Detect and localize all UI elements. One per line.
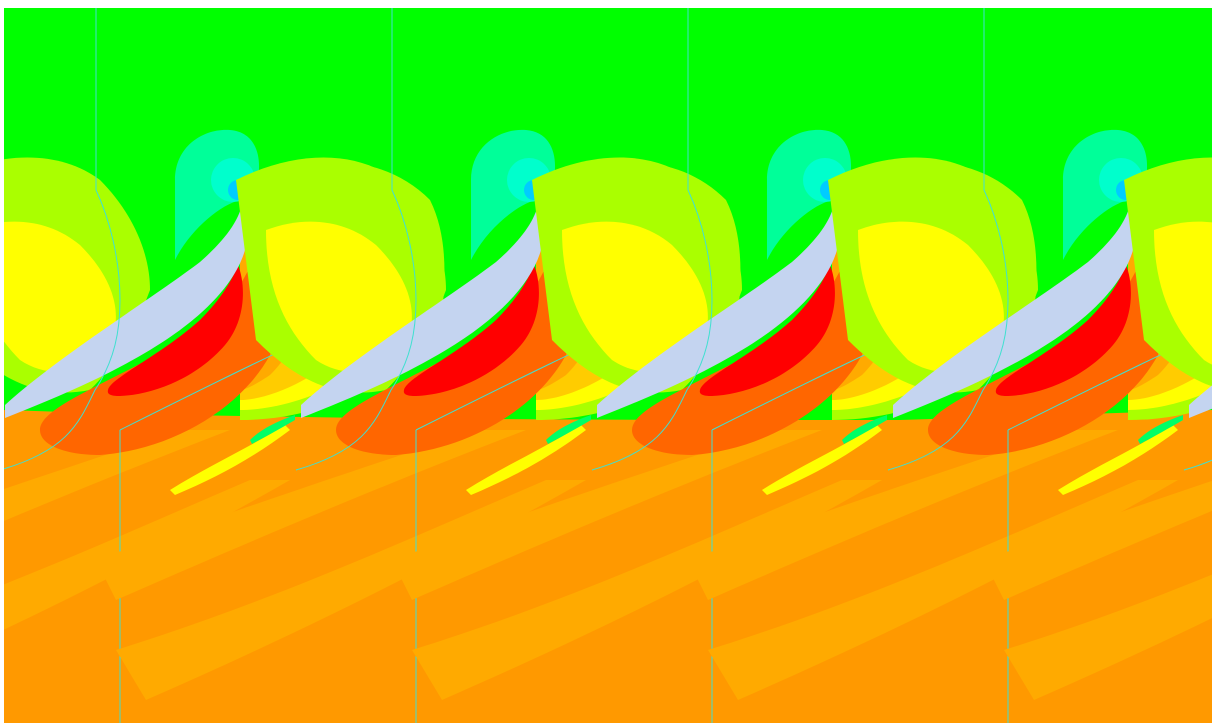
viewport xyxy=(0,0,1212,723)
contour-plot[interactable] xyxy=(0,0,1212,723)
